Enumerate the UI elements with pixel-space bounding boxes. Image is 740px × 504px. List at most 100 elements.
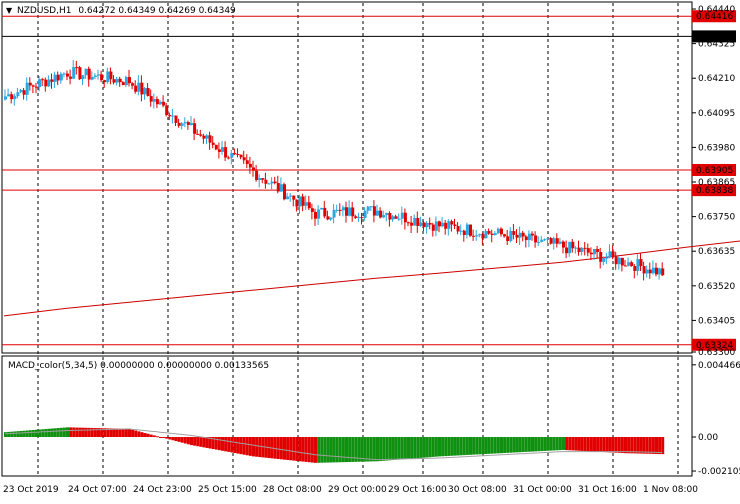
macd-bar	[465, 437, 469, 455]
price-level-tag	[692, 30, 736, 43]
candle	[348, 200, 352, 217]
candle	[190, 116, 193, 126]
macd-bar	[31, 429, 35, 438]
macd-bar	[434, 437, 438, 457]
symbol-header: ▼ NZDUSD,H1 0.64272 0.64349 0.64269 0.64…	[6, 6, 236, 16]
macd-bar	[515, 437, 519, 453]
macd-bar	[586, 437, 590, 452]
macd-bar	[118, 428, 122, 438]
candle	[62, 72, 66, 78]
price-tick-label: 0.63635	[698, 247, 735, 257]
macd-bar	[56, 428, 60, 438]
macd-bar	[571, 437, 575, 451]
macd-bar	[444, 437, 448, 457]
price-levels-layer: 0.64416 0.64349 0.63905 0.63838 0.63324	[2, 10, 736, 351]
macd-bar	[577, 437, 581, 451]
macd-bar	[509, 437, 513, 453]
candle	[276, 175, 280, 194]
candle	[273, 176, 277, 185]
macd-bar	[214, 437, 218, 450]
candle	[391, 215, 395, 222]
candle	[50, 73, 54, 89]
candle	[645, 265, 649, 278]
candle	[134, 80, 138, 94]
macd-bar	[283, 437, 286, 460]
macd-bar	[593, 437, 596, 452]
candle	[450, 219, 454, 232]
candle	[571, 239, 575, 253]
macd-bar	[475, 437, 479, 455]
macd-bar	[351, 437, 355, 462]
candle	[211, 136, 215, 149]
candle	[270, 177, 274, 190]
candle	[22, 87, 26, 100]
candle	[345, 201, 348, 223]
candle	[301, 193, 305, 212]
candle	[286, 192, 290, 200]
macd-bar	[196, 437, 200, 447]
macd-bar	[62, 427, 66, 438]
candle	[93, 73, 97, 80]
candle	[97, 69, 100, 80]
time-tick-label: 24 Oct 07:00	[68, 485, 127, 495]
macd-bar	[369, 437, 373, 462]
candle	[546, 237, 550, 246]
time-tick-label: 23 Oct 2019	[3, 485, 59, 495]
macd-bar	[614, 437, 618, 453]
price-tick-label: 0.63300	[698, 348, 735, 358]
candle	[624, 259, 627, 267]
candle	[438, 220, 441, 233]
macd-bar	[648, 437, 652, 454]
macd-bar	[562, 437, 565, 450]
macd-bar	[574, 437, 578, 451]
macd-bar	[90, 427, 94, 438]
macd-bar	[149, 434, 153, 438]
macd-bar	[279, 437, 283, 460]
candle	[490, 229, 494, 243]
macd-bar	[124, 428, 128, 438]
candle	[320, 207, 324, 210]
macd-bar	[183, 437, 187, 444]
macd-bar	[453, 437, 457, 456]
macd-bar	[16, 431, 20, 438]
candle	[38, 76, 42, 92]
candle	[115, 76, 119, 86]
macd-bar	[292, 437, 296, 461]
candle	[376, 204, 379, 217]
candle	[44, 77, 48, 92]
candle	[329, 217, 333, 221]
macd-bar	[403, 437, 407, 460]
candle	[540, 235, 544, 243]
macd-bar	[221, 437, 224, 451]
macd-bar	[518, 437, 522, 453]
candle	[35, 82, 38, 94]
macd-bar	[580, 437, 584, 451]
candle	[298, 194, 302, 214]
candle	[531, 231, 534, 241]
candle	[413, 214, 417, 226]
candle	[642, 261, 646, 281]
indicator-pane-frame	[1, 355, 693, 477]
macd-bar	[493, 437, 497, 454]
candle	[4, 89, 7, 101]
macd-bar	[617, 437, 621, 453]
macd-bar	[651, 437, 655, 454]
candle	[500, 227, 503, 237]
candle	[168, 112, 172, 121]
candle	[397, 213, 401, 221]
macd-bar	[301, 437, 305, 462]
candle	[208, 131, 212, 150]
candle	[583, 241, 587, 256]
time-grid	[37, 3, 679, 475]
macd-bar	[115, 428, 119, 438]
candle	[552, 236, 556, 250]
main-pane-frame	[1, 1, 693, 354]
macd-bar	[59, 427, 63, 438]
macd-bar	[425, 437, 429, 458]
candle	[611, 245, 615, 260]
candle	[47, 75, 51, 88]
candle	[599, 247, 603, 269]
candle	[524, 234, 528, 248]
price-tick-label: 0.64440	[698, 5, 735, 15]
macd-bar	[193, 437, 197, 446]
